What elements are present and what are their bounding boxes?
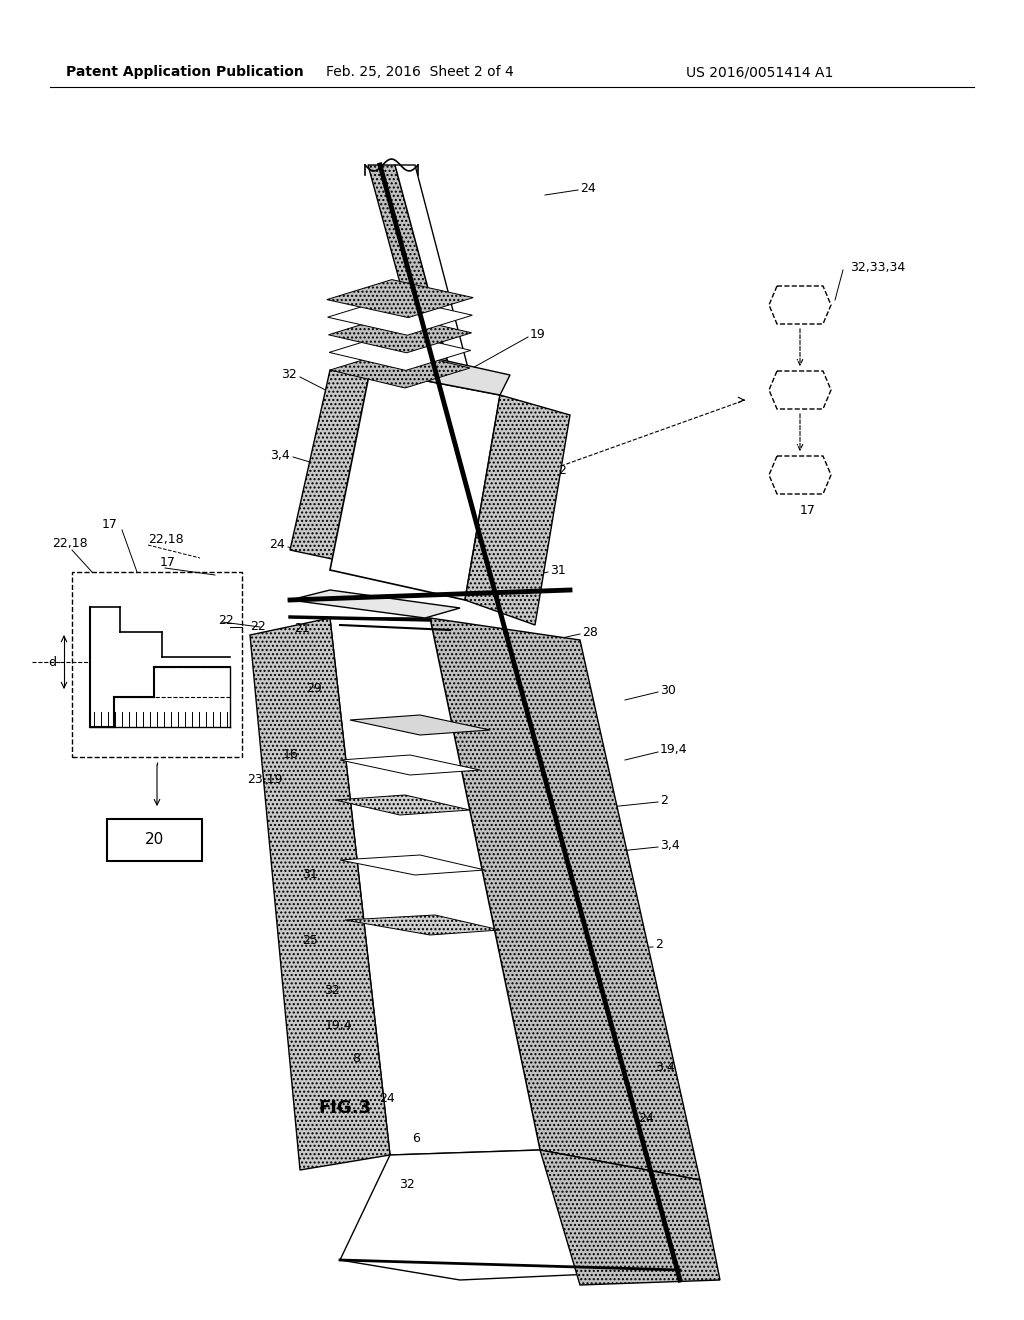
Text: 32: 32 (325, 983, 340, 997)
Text: 23,19: 23,19 (247, 772, 283, 785)
Polygon shape (345, 915, 500, 935)
Polygon shape (250, 618, 390, 1170)
Text: 2: 2 (655, 939, 663, 952)
Text: Feb. 25, 2016  Sheet 2 of 4: Feb. 25, 2016 Sheet 2 of 4 (326, 65, 514, 79)
Text: 32: 32 (282, 368, 297, 381)
Bar (106, 818, 202, 861)
Text: FIG.3: FIG.3 (318, 1100, 371, 1117)
Text: 25: 25 (302, 933, 318, 946)
Text: 29: 29 (306, 681, 322, 694)
Text: 20: 20 (144, 833, 164, 847)
Text: 24: 24 (269, 539, 285, 552)
Text: 22,18: 22,18 (148, 533, 183, 546)
Polygon shape (335, 795, 470, 814)
Polygon shape (430, 618, 700, 1180)
Text: 19: 19 (530, 329, 546, 342)
Text: 21: 21 (294, 622, 310, 635)
Polygon shape (350, 715, 490, 735)
Polygon shape (328, 297, 472, 335)
Polygon shape (368, 165, 450, 375)
Text: 19,4: 19,4 (660, 743, 688, 756)
Text: 30: 30 (660, 684, 676, 697)
Polygon shape (329, 333, 471, 371)
Text: 8: 8 (352, 1052, 360, 1064)
Text: 22: 22 (250, 620, 266, 634)
Text: 17: 17 (102, 517, 118, 531)
Text: 24: 24 (638, 1111, 653, 1125)
Text: 31: 31 (302, 869, 318, 882)
Polygon shape (370, 355, 510, 395)
Text: 32: 32 (399, 1179, 415, 1192)
Text: 17: 17 (800, 503, 816, 516)
Text: 2: 2 (660, 793, 668, 807)
Text: 19,4: 19,4 (325, 1019, 352, 1031)
Text: 17: 17 (160, 557, 176, 569)
Text: 24: 24 (379, 1092, 395, 1105)
Text: 31: 31 (550, 564, 565, 577)
Text: 3,4: 3,4 (660, 838, 680, 851)
Polygon shape (329, 314, 472, 352)
Polygon shape (330, 350, 470, 388)
Text: 22: 22 (218, 614, 233, 627)
Polygon shape (330, 370, 500, 601)
Polygon shape (290, 370, 470, 579)
Polygon shape (395, 165, 468, 370)
Text: Patent Application Publication: Patent Application Publication (67, 65, 304, 79)
Polygon shape (465, 395, 570, 624)
Polygon shape (340, 855, 485, 875)
Text: 28: 28 (582, 626, 598, 639)
Text: US 2016/0051414 A1: US 2016/0051414 A1 (686, 65, 834, 79)
Bar (72, 572, 242, 756)
Text: d: d (48, 656, 56, 668)
Polygon shape (330, 618, 540, 1155)
Polygon shape (340, 755, 480, 775)
Text: 22,18: 22,18 (52, 537, 88, 550)
Text: 24: 24 (580, 181, 596, 194)
Text: 2: 2 (558, 463, 566, 477)
Polygon shape (340, 1150, 700, 1280)
Text: 6: 6 (412, 1131, 420, 1144)
Polygon shape (290, 590, 460, 618)
Polygon shape (327, 280, 473, 318)
Text: 3,4: 3,4 (270, 449, 290, 462)
Text: 3,4: 3,4 (655, 1061, 675, 1074)
Polygon shape (540, 1150, 720, 1284)
Text: 16: 16 (283, 748, 298, 762)
Text: 32,33,34: 32,33,34 (850, 261, 905, 275)
